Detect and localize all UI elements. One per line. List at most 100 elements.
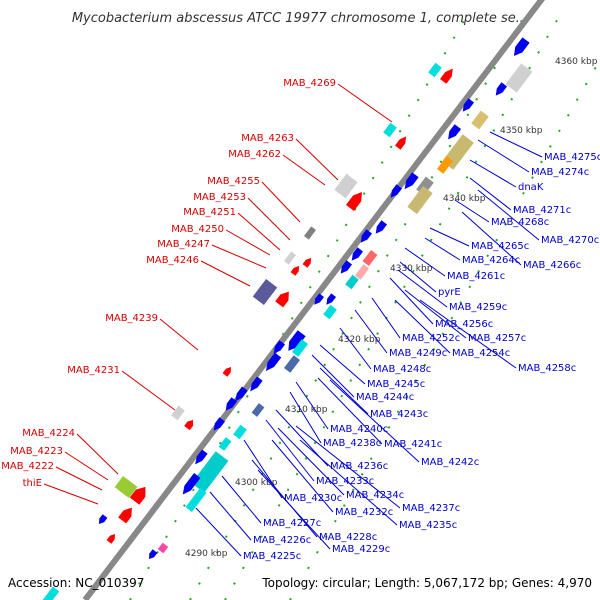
gene-block bbox=[505, 63, 533, 93]
gene-label: MAB_4255 bbox=[207, 176, 260, 187]
gene-label: MAB_4265c bbox=[471, 241, 529, 252]
gene-label: MAB_4234c bbox=[346, 490, 404, 501]
forward-gene-arrow bbox=[129, 486, 146, 505]
gene-block bbox=[185, 488, 207, 512]
accession-text: Accession: NC_010397 bbox=[8, 576, 144, 590]
gene-label: MAB_4252c bbox=[402, 333, 460, 344]
leader-line bbox=[394, 299, 451, 354]
kbp-tick-4320: 4320 kbp bbox=[338, 335, 381, 345]
gene-label: MAB_4224 bbox=[22, 428, 75, 439]
leader-line bbox=[397, 269, 448, 308]
leader-line bbox=[295, 381, 329, 430]
kbp-tick-4360: 4360 kbp bbox=[555, 57, 598, 67]
leader-line bbox=[64, 451, 109, 481]
gene-label: dnaK bbox=[518, 182, 544, 193]
forward-gene-arrow bbox=[275, 291, 289, 308]
gene-block bbox=[407, 186, 433, 214]
leader-line bbox=[469, 177, 512, 211]
gene-label: MAB_4232c bbox=[335, 507, 393, 518]
leader-line bbox=[389, 277, 434, 325]
chromosome-backbone bbox=[82, 0, 545, 600]
leader-line bbox=[419, 299, 517, 369]
leader-line bbox=[289, 391, 322, 444]
kbp-tick-4340: 4340 kbp bbox=[443, 194, 486, 204]
leader-line bbox=[354, 309, 388, 354]
reverse-gene-arrow bbox=[98, 514, 108, 524]
gene-block bbox=[303, 226, 317, 240]
genome-summary-text: Topology: circular; Length: 5,067,172 bp… bbox=[261, 576, 592, 590]
reverse-gene-arrow bbox=[148, 549, 158, 559]
gene-label: MAB_4257c bbox=[468, 333, 526, 344]
reverse-gene-arrow bbox=[225, 397, 238, 411]
leader-line bbox=[265, 419, 315, 482]
gene-label: MAB_4243c bbox=[370, 409, 428, 420]
leader-line bbox=[221, 475, 262, 524]
label-leader-lines bbox=[43, 83, 543, 557]
leader-line bbox=[429, 227, 470, 247]
gene-features bbox=[40, 37, 533, 600]
forward-gene-arrow bbox=[345, 192, 363, 211]
gene-label: MAB_4251 bbox=[183, 207, 236, 218]
reverse-gene-arrow bbox=[448, 124, 462, 140]
gene-block bbox=[40, 586, 60, 600]
leader-line bbox=[399, 261, 437, 293]
gene-block bbox=[428, 62, 442, 78]
leader-line bbox=[295, 425, 401, 509]
leader-line bbox=[121, 370, 176, 411]
gene-label: MAB_4233c bbox=[316, 476, 374, 487]
forward-gene-arrow bbox=[106, 534, 116, 544]
gene-block bbox=[354, 264, 370, 280]
kbp-tick-4290: 4290 kbp bbox=[185, 549, 228, 559]
leader-line bbox=[339, 327, 372, 370]
reverse-gene-arrow bbox=[314, 293, 325, 305]
reverse-gene-arrow bbox=[360, 229, 373, 243]
gene-label: MAB_4274c bbox=[531, 167, 589, 178]
gene-label: MAB_4222 bbox=[1, 461, 54, 472]
gene-label: MAB_4245c bbox=[367, 379, 425, 390]
gene-label: MAB_4239 bbox=[105, 313, 158, 324]
gene-label: MAB_4268c bbox=[491, 217, 549, 228]
leader-line bbox=[337, 83, 393, 123]
reverse-gene-arrow bbox=[375, 220, 388, 234]
leader-line bbox=[311, 354, 355, 398]
gene-block bbox=[362, 250, 378, 266]
gene-label: MAB_4250 bbox=[171, 224, 224, 235]
gene-label: MAB_4237c bbox=[402, 503, 460, 514]
leader-line bbox=[404, 247, 446, 277]
gene-label: MAB_4253 bbox=[193, 192, 246, 203]
gene-block bbox=[283, 355, 301, 373]
reverse-gene-arrow bbox=[265, 352, 282, 371]
leader-line bbox=[469, 159, 517, 188]
leader-line bbox=[195, 507, 242, 557]
gene-label: MAB_4225c bbox=[243, 551, 301, 562]
gene-block bbox=[157, 542, 169, 554]
gene-block bbox=[323, 304, 337, 320]
reverse-gene-arrow bbox=[351, 247, 364, 261]
leader-line bbox=[424, 237, 461, 261]
gene-label: MAB_4271c bbox=[513, 205, 571, 216]
gene-label: MAB_4266c bbox=[523, 260, 581, 271]
leader-line bbox=[247, 197, 291, 241]
leader-line bbox=[461, 211, 522, 266]
reverse-gene-arrow bbox=[340, 260, 353, 274]
reverse-gene-labels: MAB_4275c MAB_4274c dnaK MAB_4271c MAB_4… bbox=[243, 152, 600, 562]
leader-line bbox=[277, 427, 345, 496]
gene-label: MAB_4264c bbox=[462, 255, 520, 266]
kbp-tick-4310: 4310 kbp bbox=[285, 405, 328, 415]
kbp-ticks: 4290 kbp 4300 kbp 4310 kbp 4320 kbp 4330… bbox=[185, 57, 598, 559]
gene-block bbox=[171, 405, 185, 421]
gene-block bbox=[383, 122, 397, 138]
leader-line bbox=[319, 367, 369, 415]
forward-gene-arrow bbox=[302, 258, 312, 268]
leader-line bbox=[211, 244, 267, 269]
gene-label: MAB_4231 bbox=[67, 365, 120, 376]
reverse-gene-arrow bbox=[273, 340, 286, 354]
leader-line bbox=[282, 154, 326, 186]
gene-label: MAB_4256c bbox=[435, 319, 493, 330]
gene-block bbox=[218, 437, 232, 451]
leader-line bbox=[76, 433, 119, 475]
reverse-gene-arrow bbox=[213, 417, 226, 431]
reverse-gene-arrow bbox=[288, 330, 306, 351]
gene-label: MAB_4236c bbox=[330, 461, 388, 472]
reverse-gene-arrow bbox=[182, 473, 201, 495]
